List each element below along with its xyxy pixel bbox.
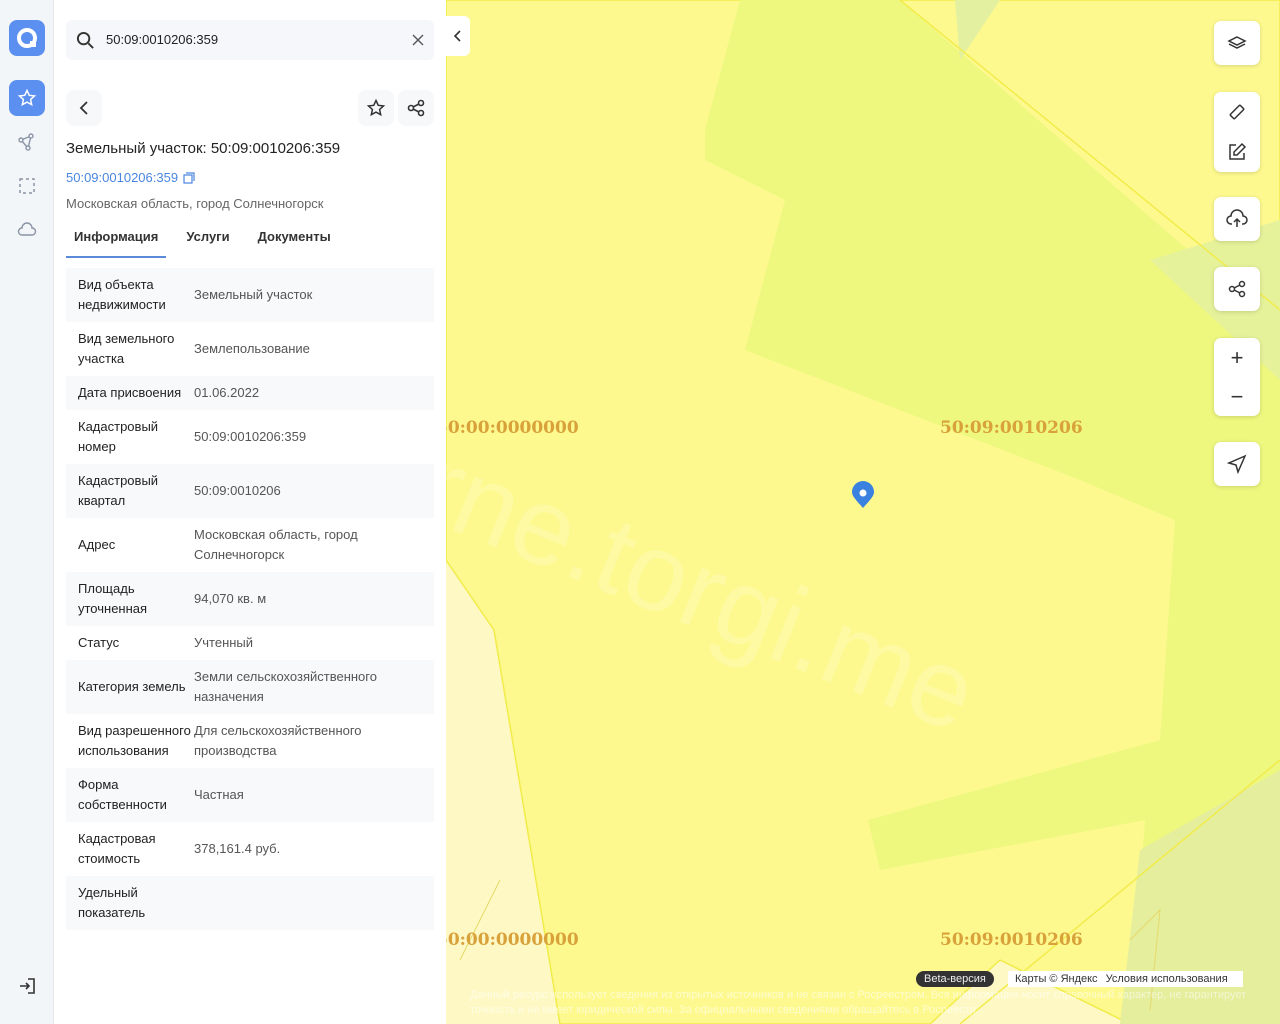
field-label: Кадастровый квартал: [78, 473, 159, 508]
field-label: Статус: [78, 635, 120, 650]
search-input[interactable]: 50:09:0010206:359: [66, 20, 434, 60]
field-label: Дата присвоения: [78, 385, 182, 400]
beta-badge: Beta-версия: [916, 971, 994, 987]
field-value: Земли сельскохозяйственного назначения: [194, 669, 377, 704]
table-row: Кадастровая стоимость 378,161.4 руб.: [66, 822, 434, 876]
layers-icon: [1227, 36, 1247, 49]
collapse-panel-button[interactable]: [446, 16, 470, 56]
quarter-label: 50:00:0000000: [436, 930, 579, 950]
field-label: Вид земельного участка: [78, 331, 175, 366]
tab-services[interactable]: Услуги: [186, 229, 230, 244]
field-label: Категория земель: [78, 679, 186, 694]
back-button[interactable]: [66, 90, 102, 126]
copy-icon[interactable]: [183, 171, 195, 184]
upload-button[interactable]: [1214, 197, 1260, 241]
table-row: Удельный показатель: [66, 876, 434, 930]
table-row: Вид земельного участка Землепользование: [66, 322, 434, 376]
tools-group: [1214, 92, 1260, 172]
search-value[interactable]: 50:09:0010206:359: [106, 32, 219, 47]
field-label: Форма собственности: [78, 777, 167, 812]
star-icon: [17, 88, 37, 107]
search-icon: [76, 31, 94, 49]
location-marker-icon[interactable]: [852, 481, 874, 508]
tab-info[interactable]: Информация: [66, 226, 167, 258]
quarter-label: 50:09:0010206: [940, 418, 1083, 438]
table-row: Адрес Московская область, город Солнечног…: [66, 518, 434, 572]
share-button[interactable]: [398, 90, 434, 126]
table-row: Кадастровый квартал 50:09:0010206: [66, 464, 434, 518]
zoom-in-icon[interactable]: +: [1230, 344, 1244, 370]
app-logo[interactable]: [9, 20, 45, 56]
navigation-arrow-icon: [1227, 454, 1247, 474]
map-attribution: Карты © Яндекс Условия использования: [1008, 971, 1243, 987]
field-value: Частная: [194, 787, 244, 802]
logout-button[interactable]: [9, 968, 45, 1004]
field-label: Кадастровая стоимость: [78, 831, 156, 866]
share-icon: [1228, 280, 1246, 298]
sidebar: [0, 0, 54, 1024]
chevron-left-icon: [79, 101, 88, 115]
table-row: Форма собственности Частная: [66, 768, 434, 822]
info-table: Вид объекта недвижимости Земельный участо…: [66, 268, 434, 930]
sidebar-item-favorites[interactable]: [9, 80, 45, 116]
sidebar-item-polygon[interactable]: [9, 124, 45, 160]
polygon-icon: [18, 133, 34, 151]
favorite-button[interactable]: [358, 90, 394, 126]
page-title: Земельный участок: 50:09:0010206:359: [66, 140, 341, 157]
field-value: 50:09:0010206:359: [194, 429, 307, 444]
disclaimer: Данный ресурс использует сведения из отк…: [470, 989, 1247, 1016]
field-value: 50:09:0010206: [194, 483, 281, 498]
field-label: Площадь уточненная: [78, 581, 148, 616]
cadastral-number-link[interactable]: 50:09:0010206:359: [66, 170, 195, 185]
field-value: Учтенный: [194, 635, 254, 650]
details-panel: 50:09:0010206:359 Земельный участок: 50:…: [54, 0, 446, 1024]
logo-icon: [17, 28, 37, 48]
tab-documents[interactable]: Документы: [257, 229, 331, 244]
table-row: Статус Учтенный: [66, 626, 434, 660]
field-value: Землепользование: [194, 341, 310, 356]
table-row: Кадастровый номер 50:09:0010206:359: [66, 410, 434, 464]
star-icon: [366, 98, 386, 117]
zoom-out-icon[interactable]: −: [1230, 383, 1244, 409]
table-row: Вид разрешенного использования Для сельск…: [66, 714, 434, 768]
table-row: Дата присвоения 01.06.2022: [66, 376, 434, 410]
cloud-upload-icon: [1226, 209, 1248, 227]
sidebar-item-cloud[interactable]: [9, 212, 45, 248]
cadastral-number[interactable]: 50:09:0010206:359: [66, 170, 179, 185]
table-row: Площадь уточненная 94,070 кв. м: [66, 572, 434, 626]
sidebar-item-selection[interactable]: [9, 168, 45, 204]
field-value: Для сельскохозяйственного производства: [194, 723, 362, 758]
field-value: 378,161.4 руб.: [194, 841, 281, 856]
table-row: Категория земель Земли сельскохозяйственн…: [66, 660, 434, 714]
field-value: 01.06.2022: [194, 385, 260, 400]
share-icon: [407, 99, 425, 117]
object-address: Московская область, город Солнечногорск: [66, 196, 324, 211]
chevron-left-icon: [453, 30, 461, 42]
terms-link[interactable]: Условия использования: [1105, 973, 1228, 985]
edit-icon[interactable]: [1227, 142, 1247, 162]
field-value: Московская область, город Солнечногорск: [194, 527, 358, 562]
dashed-square-icon: [19, 178, 35, 194]
tabs: Информация Услуги Документы: [66, 226, 351, 258]
clear-icon[interactable]: [412, 34, 424, 46]
field-value: 94,070 кв. м: [194, 591, 267, 606]
geolocate-button[interactable]: [1214, 442, 1260, 486]
field-label: Удельный показатель: [78, 885, 146, 920]
share-map-button[interactable]: [1214, 267, 1260, 311]
logout-icon: [20, 978, 35, 994]
field-label: Адрес: [78, 537, 116, 552]
zoom-controls: + −: [1214, 338, 1260, 416]
yandex-maps-link[interactable]: Карты © Яндекс: [1015, 973, 1098, 985]
ruler-icon[interactable]: [1227, 102, 1247, 122]
quarter-label: 50:00:0000000: [436, 418, 579, 438]
cloud-icon: [17, 222, 37, 236]
field-value: Земельный участок: [194, 287, 313, 302]
field-label: Кадастровый номер: [78, 419, 159, 454]
quarter-label: 50:09:0010206: [940, 930, 1083, 950]
field-label: Вид разрешенного использования: [78, 723, 191, 758]
table-row: Вид объекта недвижимости Земельный участо…: [66, 268, 434, 322]
layers-button[interactable]: [1214, 21, 1260, 65]
field-label: Вид объекта недвижимости: [78, 277, 166, 312]
